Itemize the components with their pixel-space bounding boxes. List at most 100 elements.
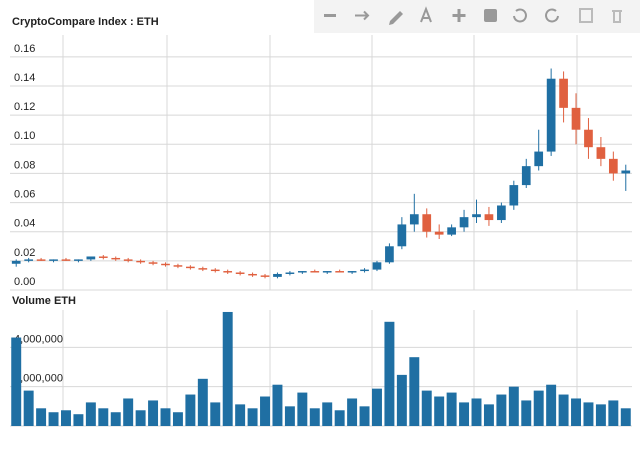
volume-bar: [148, 400, 159, 426]
volume-bar: [197, 378, 208, 426]
volume-bar: [508, 386, 519, 426]
volume-bar: [359, 406, 370, 426]
candle-body: [285, 272, 295, 274]
volume-bar: [521, 400, 532, 426]
volume-bar: [135, 410, 146, 426]
y-tick-label: 0.02: [14, 247, 35, 259]
volume-bar: [160, 408, 171, 426]
candle-body: [347, 271, 357, 273]
volume-bar: [210, 402, 221, 426]
volume-bar: [284, 406, 295, 426]
candle-body: [297, 271, 307, 273]
tool-delete[interactable]: [612, 10, 622, 23]
volume-bar: [409, 357, 420, 426]
candle-body: [186, 266, 195, 269]
y-tick-label: 4,000,000: [14, 333, 63, 345]
candle-body: [584, 129, 593, 148]
volume-bar: [396, 374, 407, 426]
candle-body: [98, 256, 108, 258]
tool-pencil[interactable]: [389, 11, 403, 25]
candle-body: [422, 214, 432, 232]
volume-bar: [483, 404, 494, 426]
tool-redo[interactable]: [545, 8, 559, 23]
volume-bar: [110, 412, 121, 426]
candle-body: [198, 268, 208, 270]
volume-bar: [571, 398, 581, 426]
candle-body: [111, 257, 121, 260]
candle-body: [484, 214, 494, 221]
volume-bar: [309, 408, 320, 426]
volume-title: Volume ETH: [12, 295, 76, 307]
candle-body: [497, 205, 506, 221]
y-tick-label: 0.00: [14, 276, 35, 288]
candle-body: [11, 260, 21, 264]
candle-body: [546, 78, 556, 152]
volume-bar: [247, 408, 258, 426]
candle-body: [372, 262, 382, 270]
volume-bar: [384, 321, 395, 426]
tool-rect[interactable]: [484, 9, 497, 22]
toolbar: [314, 0, 640, 33]
candle-body: [409, 214, 419, 225]
volume-bar: [48, 412, 59, 426]
candle-body: [608, 158, 618, 174]
candle-body: [161, 263, 170, 266]
volume-bar: [235, 404, 246, 426]
candle-body: [148, 262, 158, 264]
tool-undo[interactable]: [513, 8, 527, 23]
candle-body: [273, 273, 282, 277]
vertical-grid: [62, 35, 578, 426]
y-tick-label: 0.10: [14, 130, 35, 142]
volume-bar: [297, 392, 308, 426]
candle-body: [49, 259, 58, 261]
volume-bar: [260, 396, 270, 426]
volume-bar: [123, 398, 134, 426]
candle-body: [248, 273, 257, 276]
volume-bar: [36, 408, 47, 426]
candle-body: [260, 275, 270, 277]
tool-text[interactable]: [420, 6, 432, 23]
volume-bar: [496, 394, 507, 426]
y-tick-label: 2,000,000: [14, 373, 63, 385]
volume-bar: [608, 400, 619, 426]
tool-line[interactable]: [324, 14, 336, 17]
y-tick-label: 0.16: [14, 43, 35, 55]
candle-body: [86, 256, 96, 260]
candle-body: [74, 259, 83, 261]
candle-body: [447, 227, 456, 235]
y-tick-label: 0.14: [14, 72, 35, 84]
candle-body: [434, 231, 444, 235]
candle-body: [534, 151, 544, 167]
volume-bar: [446, 392, 457, 426]
candle-body: [136, 260, 145, 263]
volume-bar: [459, 402, 470, 426]
candle-body: [61, 259, 71, 261]
candle-body: [24, 259, 34, 261]
volume-bar: [322, 402, 333, 426]
candle-body: [385, 246, 394, 263]
candle-body: [335, 271, 345, 273]
candle-body: [223, 271, 233, 273]
candle-body: [509, 185, 519, 206]
volume-bar: [185, 394, 196, 426]
candle-body: [459, 217, 469, 228]
volume-bar: [73, 414, 84, 426]
volume-bar: [98, 408, 109, 426]
candle-body: [173, 265, 183, 267]
tool-arrow[interactable]: [355, 10, 370, 21]
y-tick-label: 0.04: [14, 218, 35, 230]
volume-bar: [172, 412, 183, 426]
candle-body: [310, 271, 320, 273]
tool-add[interactable]: [452, 9, 466, 22]
vertical-grid-lines: [62, 35, 578, 426]
volume-bar: [558, 394, 569, 426]
y-tick-label: 0.06: [14, 188, 35, 200]
candle-body: [621, 170, 631, 174]
volume-bar: [434, 396, 445, 426]
tool-save[interactable]: [579, 8, 593, 23]
candle-body: [123, 259, 133, 261]
volume-bar: [533, 390, 544, 426]
volume-bar: [421, 390, 432, 426]
